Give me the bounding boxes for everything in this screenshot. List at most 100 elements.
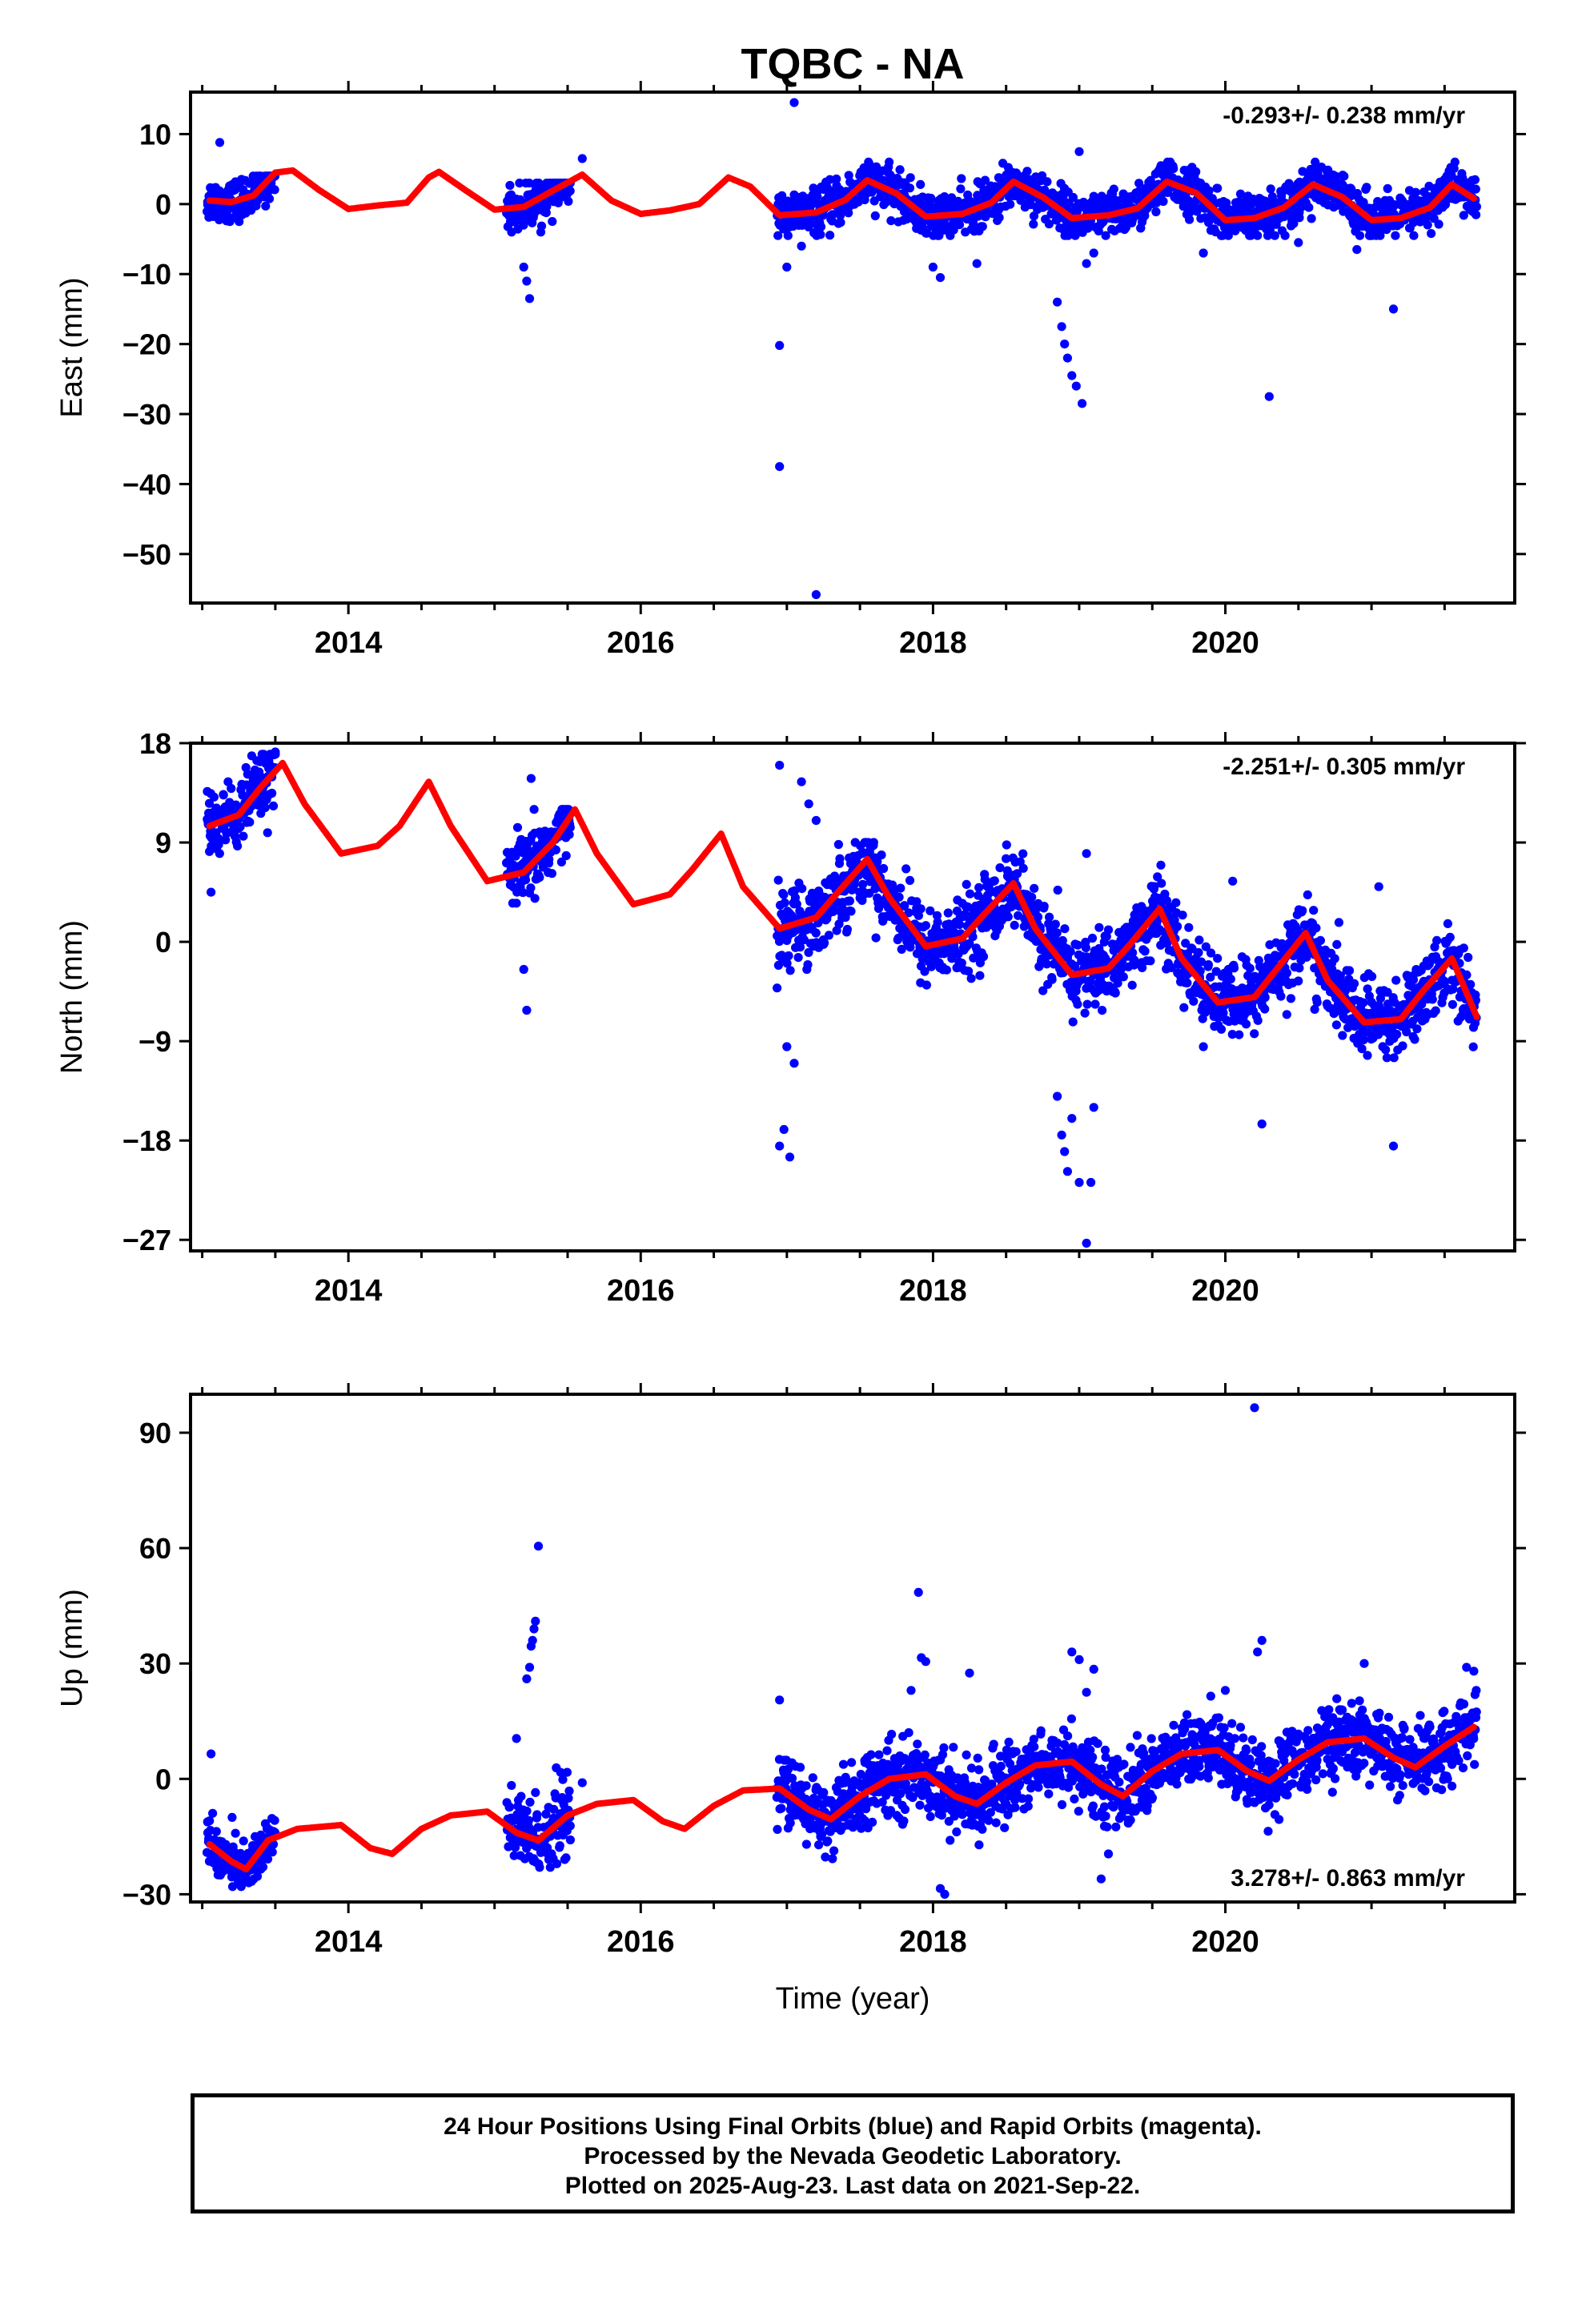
data-point bbox=[202, 1848, 212, 1857]
data-point bbox=[1090, 999, 1100, 1009]
data-point bbox=[954, 919, 965, 930]
data-point bbox=[1138, 963, 1147, 972]
data-point bbox=[1018, 863, 1028, 873]
data-point bbox=[1093, 1739, 1102, 1748]
data-point bbox=[235, 822, 245, 832]
data-point bbox=[260, 803, 270, 813]
data-point bbox=[796, 1763, 805, 1772]
outlier-point bbox=[1086, 1177, 1096, 1188]
data-point bbox=[1101, 1752, 1110, 1762]
data-point bbox=[252, 1872, 263, 1881]
data-point bbox=[1294, 976, 1303, 986]
data-point bbox=[1045, 912, 1054, 922]
data-point bbox=[847, 1758, 857, 1767]
data-point bbox=[565, 186, 575, 195]
data-point bbox=[1284, 179, 1294, 188]
data-point bbox=[1116, 964, 1126, 974]
data-point bbox=[1276, 991, 1286, 1001]
data-point bbox=[268, 801, 279, 811]
data-point bbox=[789, 886, 800, 895]
data-point bbox=[263, 1854, 273, 1864]
data-point bbox=[832, 174, 841, 184]
data-point bbox=[1447, 999, 1457, 1009]
data-point bbox=[1184, 923, 1194, 932]
data-point bbox=[1134, 179, 1144, 188]
data-point bbox=[1151, 198, 1162, 207]
data-point bbox=[877, 1797, 887, 1807]
data-point bbox=[1038, 986, 1048, 995]
data-point bbox=[866, 1750, 876, 1759]
data-point bbox=[1253, 231, 1263, 240]
data-point bbox=[792, 899, 801, 909]
data-point bbox=[905, 875, 915, 885]
data-point bbox=[505, 180, 515, 191]
data-point bbox=[1375, 231, 1385, 240]
data-point bbox=[1044, 219, 1054, 229]
data-point bbox=[833, 839, 843, 850]
data-point bbox=[978, 222, 987, 231]
data-point bbox=[1286, 994, 1295, 1003]
outlier-point bbox=[207, 887, 216, 897]
x-tick-label: 2018 bbox=[899, 626, 967, 660]
outlier-point bbox=[811, 815, 821, 826]
data-point bbox=[1195, 935, 1204, 945]
data-point bbox=[823, 1836, 833, 1846]
outlier-point bbox=[972, 259, 982, 268]
data-point bbox=[905, 173, 915, 183]
y-tick-label: −9 bbox=[139, 1025, 171, 1058]
data-point bbox=[886, 216, 896, 226]
outlier-point bbox=[522, 276, 532, 286]
data-point bbox=[841, 913, 850, 923]
data-point bbox=[1073, 940, 1082, 950]
data-point bbox=[978, 1824, 987, 1834]
data-point bbox=[1086, 1745, 1095, 1755]
data-point bbox=[1000, 1823, 1010, 1832]
outlier-point bbox=[797, 777, 806, 786]
data-point bbox=[904, 908, 913, 918]
data-point bbox=[803, 960, 813, 970]
data-point bbox=[1367, 971, 1377, 981]
data-point bbox=[239, 1836, 248, 1846]
data-point bbox=[949, 225, 958, 235]
data-point bbox=[896, 1789, 905, 1799]
outlier-point bbox=[1071, 381, 1081, 391]
data-point bbox=[1362, 183, 1371, 192]
data-point bbox=[1295, 963, 1304, 973]
data-point bbox=[962, 1750, 971, 1759]
y-tick-label: 0 bbox=[155, 926, 171, 959]
outlier-point bbox=[271, 747, 280, 757]
outlier-point bbox=[782, 1042, 792, 1051]
data-point bbox=[1338, 1031, 1347, 1040]
y-tick-label: 0 bbox=[155, 188, 171, 221]
data-point bbox=[1382, 1053, 1391, 1063]
outlier-point bbox=[797, 241, 806, 251]
data-point bbox=[1082, 999, 1092, 1009]
data-point bbox=[1332, 939, 1342, 949]
data-point bbox=[1227, 1030, 1237, 1039]
data-point bbox=[920, 1750, 930, 1759]
data-point bbox=[565, 1821, 575, 1831]
data-point bbox=[204, 798, 215, 808]
data-point bbox=[1206, 948, 1216, 958]
data-point bbox=[938, 1750, 948, 1759]
data-point bbox=[1053, 1739, 1062, 1748]
data-point bbox=[535, 873, 544, 883]
data-point bbox=[1410, 1035, 1419, 1044]
data-point bbox=[1081, 943, 1090, 953]
data-point bbox=[1289, 219, 1299, 228]
data-point bbox=[974, 1840, 984, 1850]
outlier-point bbox=[811, 589, 821, 600]
y-tick-label: −10 bbox=[122, 258, 171, 291]
data-point bbox=[1080, 1008, 1090, 1018]
data-point bbox=[801, 1781, 811, 1791]
y-tick-label: −20 bbox=[122, 328, 171, 361]
data-point bbox=[1331, 171, 1340, 181]
outlier-point bbox=[526, 774, 536, 783]
data-point bbox=[1010, 1803, 1020, 1812]
data-point bbox=[958, 1810, 967, 1819]
data-point bbox=[1344, 966, 1355, 975]
data-point bbox=[943, 908, 953, 918]
data-point bbox=[1470, 175, 1480, 184]
outlier-point bbox=[1264, 392, 1274, 401]
